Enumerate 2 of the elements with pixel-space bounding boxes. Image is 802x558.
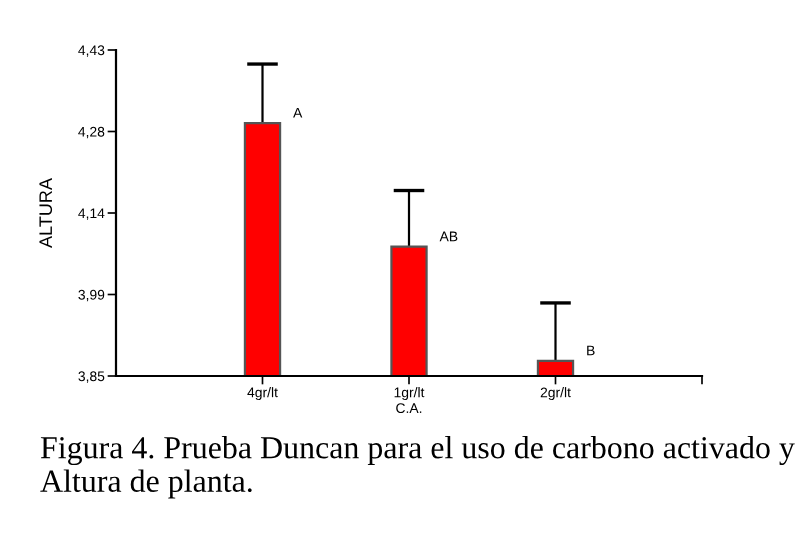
- text: Figura 4. Prueba Duncan para el uso de carbono activado y Altura de planta.: [40, 436, 795, 499]
- y-axis-title: ALTURA: [39, 178, 53, 248]
